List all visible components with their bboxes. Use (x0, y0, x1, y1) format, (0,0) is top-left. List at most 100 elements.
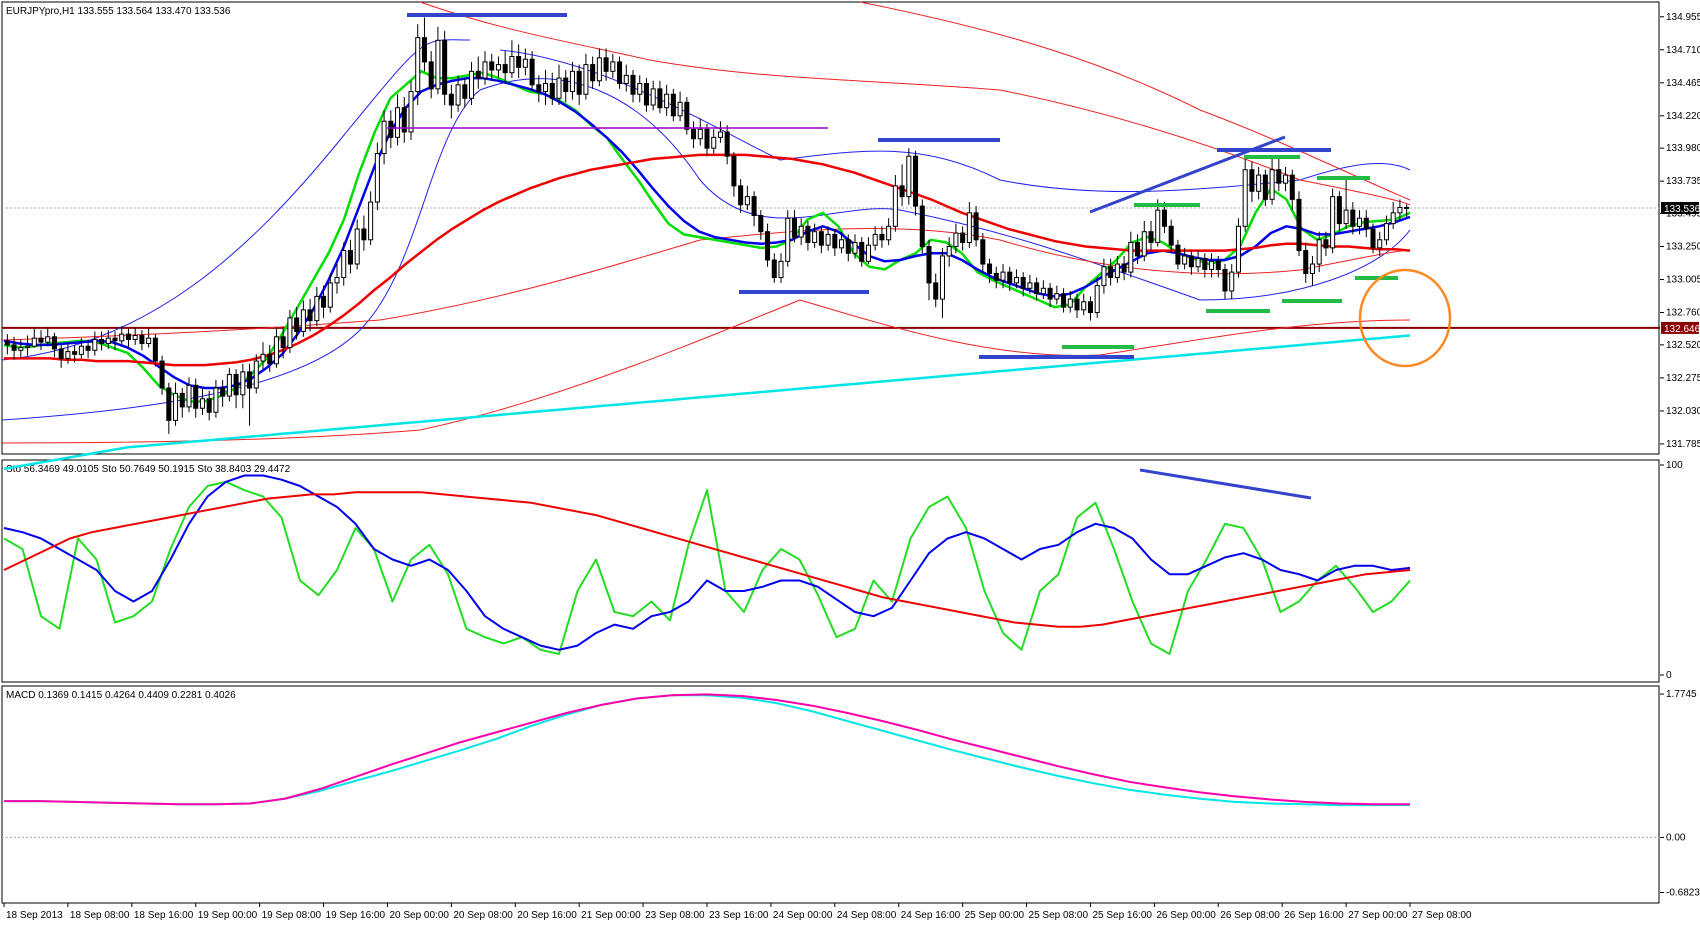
candle-body (1249, 169, 1255, 192)
candle (99, 331, 105, 351)
candle (785, 210, 791, 267)
candle (933, 273, 939, 308)
candle-body (1161, 209, 1167, 227)
candle (556, 64, 562, 106)
candle (993, 266, 999, 289)
candle (321, 285, 327, 318)
candle (1363, 210, 1369, 238)
candle-body (206, 398, 212, 413)
candle-body (1370, 228, 1376, 249)
candle-body (1242, 169, 1248, 227)
candle-body (771, 259, 777, 279)
candle-body (569, 70, 575, 93)
candle-body (1262, 174, 1268, 200)
candle (1249, 161, 1255, 203)
candle-body (1168, 225, 1174, 246)
candle-body (617, 61, 623, 84)
candle-body (1094, 285, 1100, 314)
candle (1141, 220, 1147, 262)
candle-body (11, 344, 17, 351)
candle (58, 344, 64, 368)
candle-body (1357, 217, 1363, 227)
candle (1262, 169, 1268, 207)
candle (455, 75, 461, 112)
candle (334, 264, 340, 294)
candle-body (381, 120, 387, 155)
candle-body (186, 384, 192, 408)
candle-body (529, 58, 535, 86)
candle-body (1390, 212, 1396, 225)
candle (711, 129, 717, 154)
candle-body (1209, 260, 1215, 270)
stoch-y-axis: 100 0 (1660, 460, 1683, 681)
candle-body (132, 334, 138, 340)
candle-body (1013, 277, 1019, 284)
candle (1390, 202, 1396, 229)
candle (939, 247, 945, 318)
candle (825, 226, 831, 251)
stochastic-panel[interactable] (1, 459, 1660, 683)
candle-body (226, 374, 232, 397)
macd-panel-header: MACD 0.1369 0.1415 0.4264 0.4409 0.2281 … (6, 690, 236, 701)
candle (92, 331, 98, 356)
candle (596, 48, 602, 87)
candle-body (119, 333, 125, 342)
candle-body (630, 74, 636, 95)
candle (946, 237, 952, 267)
main-y-tick-label: 133.735 (1666, 176, 1700, 187)
candle (859, 237, 865, 267)
candle (812, 223, 818, 248)
candle-body (751, 196, 757, 217)
candle (973, 206, 979, 247)
candle (1108, 258, 1114, 286)
candle-body (347, 250, 353, 265)
macd-panel[interactable] (1, 685, 1660, 904)
x-tick-label: 20 Sep 16:00 (517, 910, 577, 921)
candle (1209, 253, 1215, 278)
candle (980, 233, 986, 274)
candle-body (939, 255, 945, 300)
candle-body (1047, 287, 1053, 300)
candle-body (899, 185, 905, 198)
candle (879, 226, 885, 248)
candle-body (623, 74, 629, 84)
candle (327, 273, 333, 313)
candle (1182, 247, 1188, 270)
main-y-tick-label: 132.030 (1666, 406, 1700, 417)
candle (502, 51, 508, 84)
candle-body (193, 384, 199, 409)
candle (213, 379, 219, 418)
candle-body (1383, 223, 1389, 241)
series-line (3, 334, 1411, 471)
candle-body (892, 185, 898, 227)
macd-lines (4, 693, 1410, 807)
candle (872, 226, 878, 251)
candle (1067, 290, 1073, 313)
candle-body (818, 231, 824, 246)
candle (899, 164, 905, 207)
candle-body (85, 345, 91, 351)
candle-body (1309, 263, 1315, 274)
candle (818, 226, 824, 254)
candle (206, 390, 212, 421)
main-y-tick-label: 133.495 (1666, 209, 1700, 220)
candle-body (78, 345, 84, 355)
candle (1377, 231, 1383, 256)
candle (1074, 293, 1080, 318)
main-y-tick-label: 132.760 (1666, 308, 1700, 319)
candle-body (596, 57, 602, 82)
current-price-label: 133.536 (1664, 204, 1700, 215)
candle (1114, 255, 1120, 283)
candle-body (1283, 174, 1289, 184)
series-line (3, 491, 1411, 628)
x-tick-label: 18 Sep 16:00 (134, 910, 194, 921)
x-tick-label: 27 Sep 00:00 (1348, 910, 1408, 921)
candle-body (919, 205, 925, 248)
candle-body (960, 232, 966, 243)
candle (1256, 167, 1262, 200)
candle-body (442, 39, 448, 95)
candle (1161, 202, 1167, 234)
stoch-divergence-line (1139, 468, 1312, 500)
candle-body (980, 239, 986, 265)
